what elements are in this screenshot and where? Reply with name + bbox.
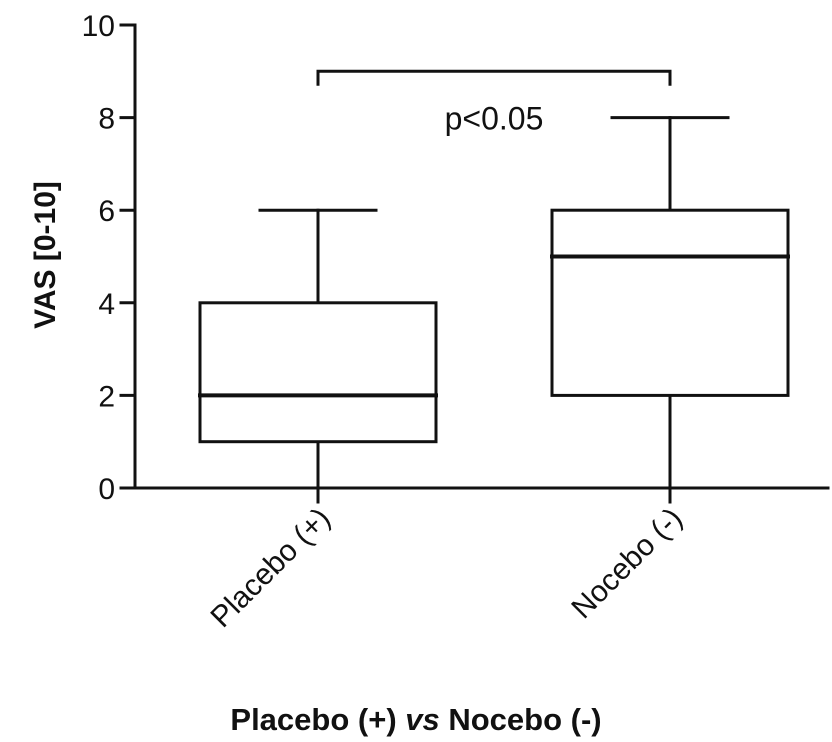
box-1: [198, 208, 438, 490]
y-axis-title: VAS [0-10]: [29, 181, 62, 329]
y-tick-label: 0: [98, 473, 115, 506]
x-axis-title: Placebo (+) vs Nocebo (-): [230, 702, 601, 737]
box-series: [198, 116, 790, 490]
interquartile-box: [550, 208, 790, 397]
significance-annotation: p<0.05: [316, 69, 672, 137]
y-tick-label: 2: [98, 380, 115, 413]
x-axis-title-part1: Placebo (+): [230, 702, 405, 737]
x-axis-title-vs: vs: [405, 702, 439, 737]
significance-bracket: [316, 69, 672, 86]
x-axis-title-part3: Nocebo (-): [440, 702, 602, 737]
y-tick-label: 6: [98, 195, 115, 228]
x-tick-label: Placebo (+): [205, 502, 337, 634]
p-value-label: p<0.05: [445, 101, 544, 137]
box-2: [550, 116, 790, 490]
y-tick-label: 10: [82, 10, 115, 43]
interquartile-box: [198, 301, 438, 444]
x-axis-ticks: Placebo (+) Nocebo (-): [205, 486, 689, 634]
y-tick-label: 8: [98, 103, 115, 136]
x-tick-label: Nocebo (-): [565, 502, 689, 626]
y-axis-ticks: 0 2 4 6 8 10: [82, 10, 137, 506]
y-tick-label: 4: [98, 288, 115, 321]
